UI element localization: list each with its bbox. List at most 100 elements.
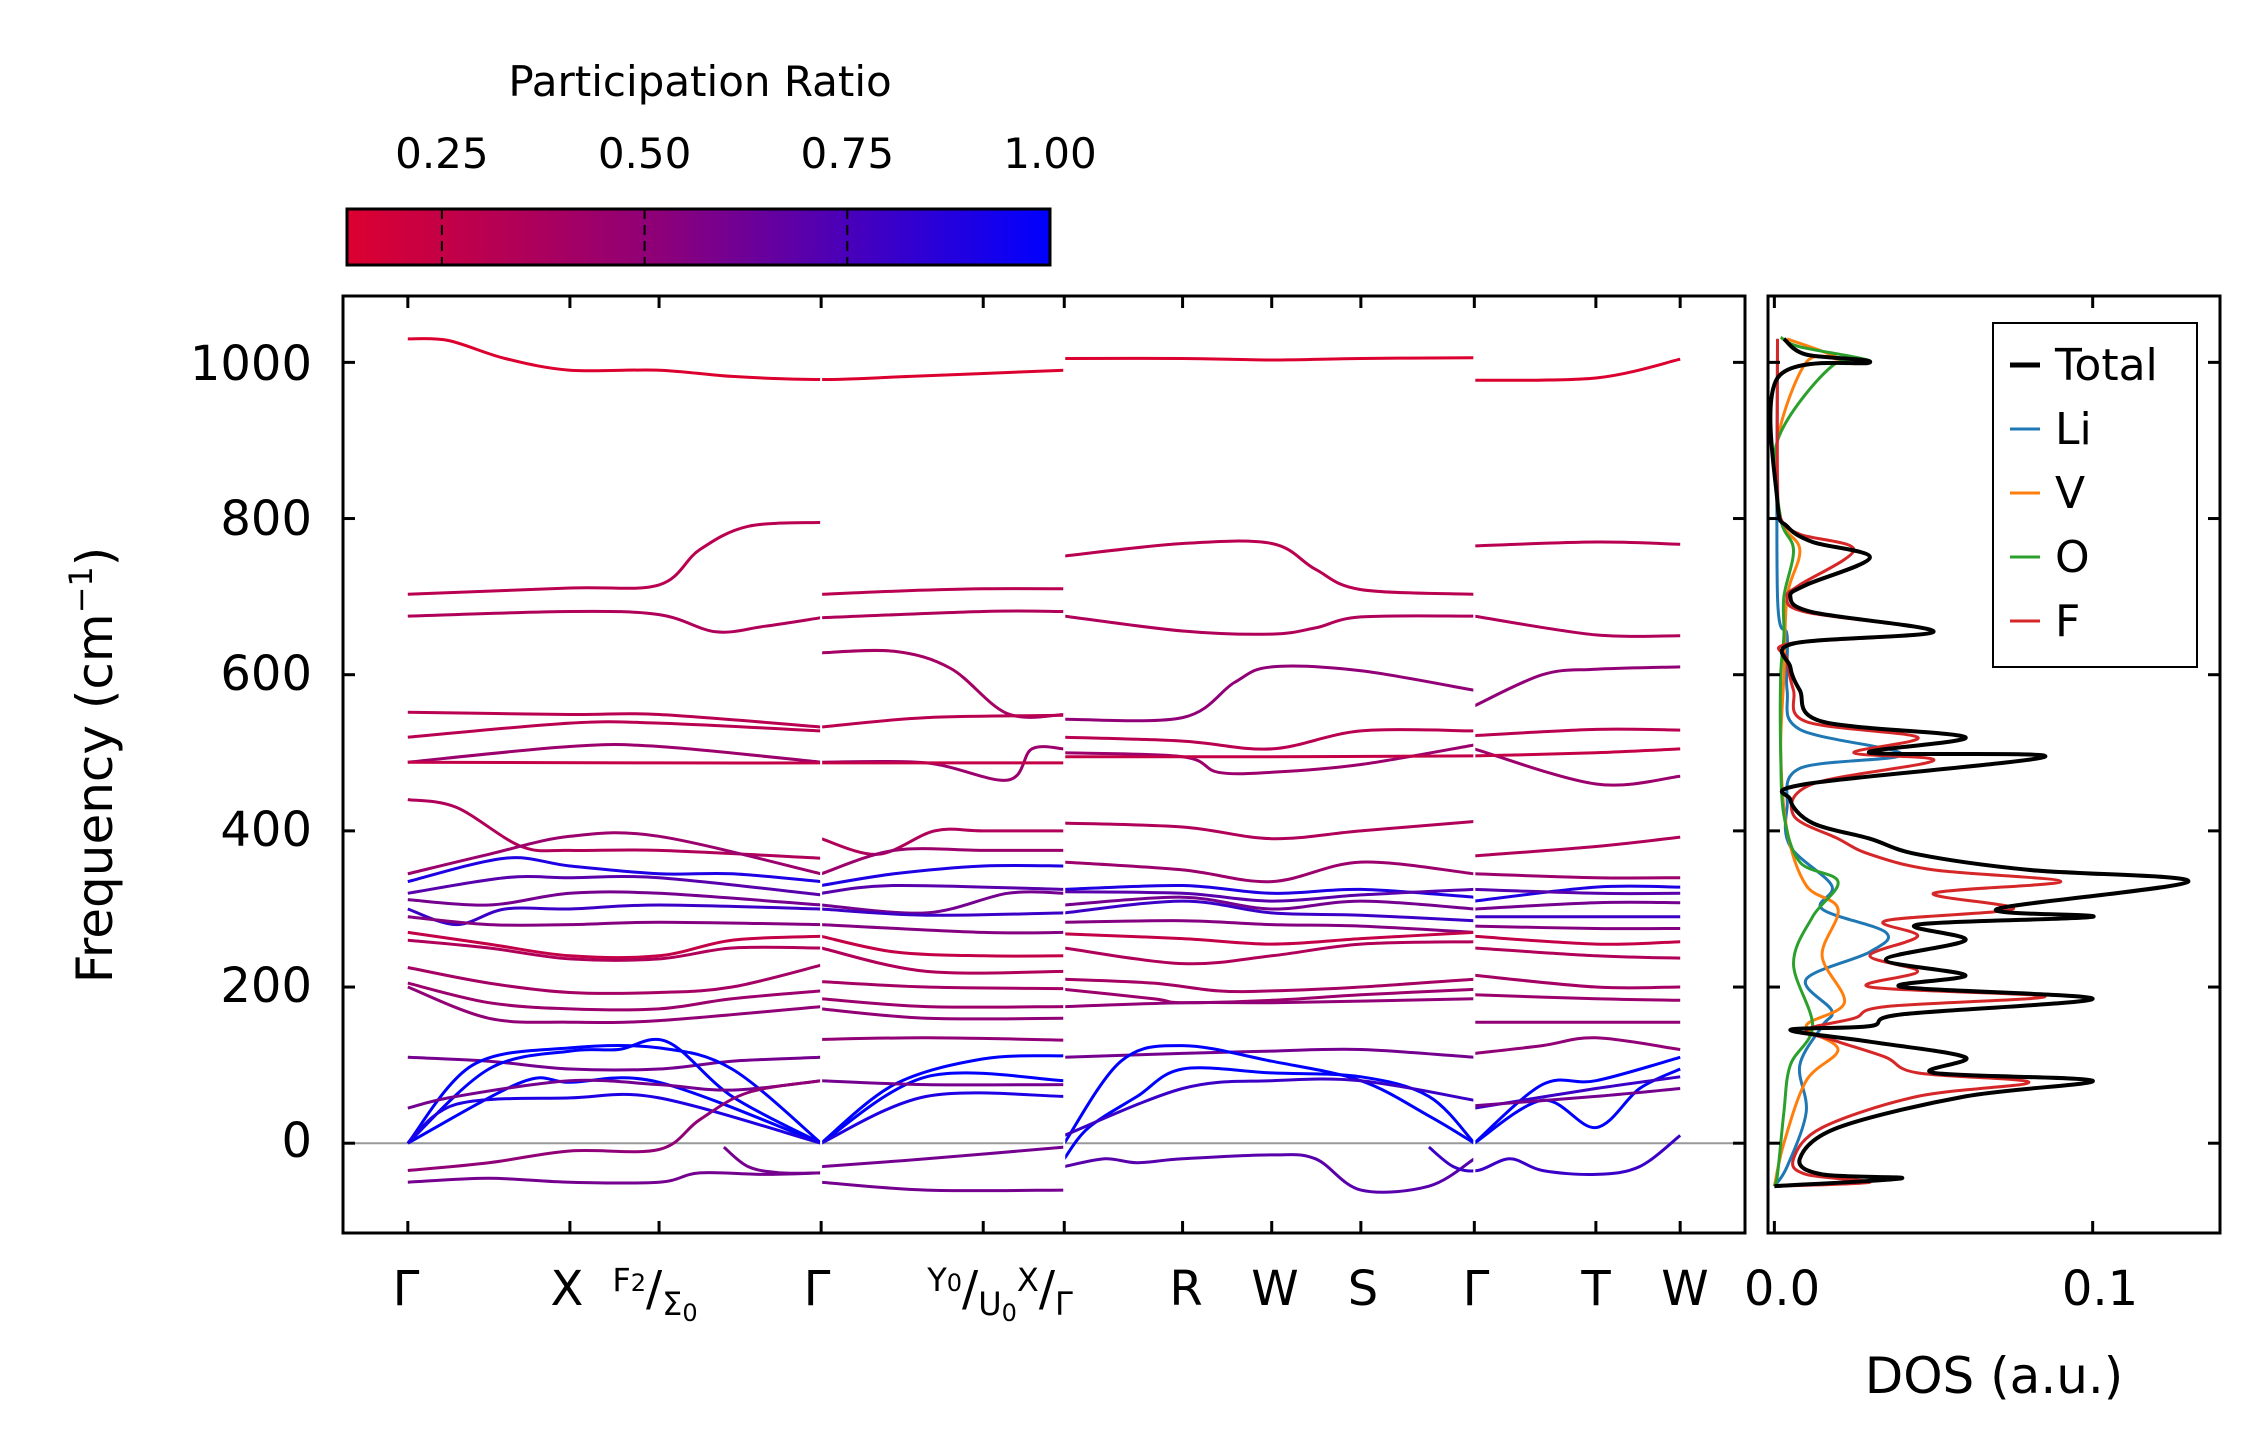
phonon-branch-14 — [407, 710, 822, 729]
kpoint-t: T — [1580, 1261, 1611, 1317]
kpoint-gamma-1: Γ — [393, 1261, 420, 1317]
phonon-branch-77 — [1064, 1047, 1475, 1059]
kpoint-x-1: X — [551, 1261, 584, 1317]
phonon-branch-50 — [407, 915, 822, 927]
phonon-branch-26 — [407, 798, 822, 860]
phonon-branch-39 — [820, 883, 1065, 895]
y-tick-label-200: 200 — [220, 958, 312, 1014]
kpoint-gamma-4: Γ — [1463, 1261, 1490, 1317]
phonon-branch-41 — [1474, 887, 1681, 896]
phonon-branch-83 — [820, 1071, 1065, 1145]
dos-frame — [1766, 294, 2222, 1235]
phonon-branch-23 — [407, 760, 1065, 765]
dos-series-total — [1768, 337, 2191, 1189]
dos-axis-ticks — [1768, 296, 2220, 1233]
phonon-branch-79 — [406, 1037, 822, 1145]
legend: Total Li VOF — [1992, 322, 2198, 668]
phonon-branch-16 — [407, 720, 822, 739]
dos-series-o — [1772, 336, 1872, 1187]
kpoint-w-1: W — [1251, 1261, 1298, 1317]
colorbar-ticks: 0.25 0.50 0.75 1.00 — [395, 129, 1097, 265]
phonon-branch-82 — [820, 1054, 1065, 1145]
phonon-branch-22 — [1473, 747, 1681, 787]
legend-label-total: Total — [2054, 340, 2158, 391]
phonon-branch-24 — [1064, 754, 1475, 759]
phonon-branch-91 — [407, 1078, 822, 1110]
phonon-branch-38 — [407, 874, 822, 897]
phonon-branch-25 — [1474, 747, 1681, 758]
phonon-branch-31 — [820, 847, 1065, 876]
phonon-branch-88 — [1473, 1055, 1681, 1145]
phonon-branch-61 — [1474, 946, 1681, 960]
phonon-branch-85 — [1063, 1044, 1476, 1145]
phonon-branch-2 — [1474, 357, 1681, 382]
phonon-branch-58 — [407, 938, 822, 962]
phonon-branch-72 — [1064, 997, 1475, 1009]
phonon-branch-67 — [820, 997, 1065, 1009]
phonon-branch-84 — [820, 1091, 1065, 1145]
dos-lines — [1768, 336, 2191, 1189]
phonon-branch-54 — [407, 930, 822, 960]
phonon-branch-21 — [1064, 743, 1475, 776]
kpoint-r: R — [1169, 1261, 1202, 1317]
phonon-branch-32 — [1064, 860, 1475, 884]
phonon-branch-10 — [1474, 614, 1681, 639]
phonon-branch-42 — [407, 890, 822, 907]
y-axis-title: Frequency (cm−1) — [62, 547, 124, 984]
y-tick-label-0: 0 — [281, 1113, 312, 1169]
phonon-branch-9 — [1064, 614, 1475, 636]
phonon-branch-52 — [1064, 919, 1475, 934]
phonon-branch-4 — [821, 587, 1065, 596]
colorbar: Participation Ratio 0.25 0.50 0.75 1.00 — [345, 57, 1097, 267]
dos-x-axis-title: DOS (a.u.) — [1865, 1347, 2124, 1405]
branch-lines — [406, 316, 1682, 1213]
phonon-branch-28 — [1064, 820, 1475, 841]
phonon-branch-11 — [821, 648, 1065, 719]
phonon-branch-57 — [1474, 934, 1681, 946]
phonon-branch-60 — [1064, 940, 1475, 966]
phonon-branch-34 — [407, 856, 822, 884]
phonon-branch-55 — [820, 934, 1065, 958]
phonon-branch-65 — [1474, 973, 1681, 990]
phonon-branch-95 — [407, 1171, 822, 1185]
dispersion-frame — [341, 294, 1747, 1235]
phonon-branch-53 — [1474, 924, 1681, 931]
y-tick-label-1000: 1000 — [190, 336, 312, 392]
colorbar-tick-label-0: 0.25 — [395, 129, 489, 178]
phonon-branch-63 — [821, 980, 1065, 991]
kpoint-w-2: W — [1661, 1261, 1708, 1317]
phonon-branch-46 — [407, 903, 822, 927]
kpoint-s: S — [1348, 1261, 1378, 1317]
phonon-branch-81 — [406, 1092, 822, 1145]
phonon-branch-40 — [1064, 887, 1475, 903]
phonon-branch-92 — [821, 1079, 1065, 1087]
phonon-branch-6 — [1474, 540, 1681, 548]
y-tick-labels: 0 200 400 600 800 1000 — [190, 336, 312, 1169]
phonon-branch-35 — [820, 863, 1065, 887]
phonon-branch-17 — [1064, 728, 1475, 751]
phonon-branch-64 — [1064, 977, 1475, 994]
dos-tick-label-0.1: 0.1 — [2062, 1261, 2138, 1317]
x-axis-ticks — [406, 296, 1682, 1233]
phonon-branch-94 — [407, 1079, 822, 1172]
phonon-branch-87 — [1063, 1077, 1475, 1137]
phonon-branch-7 — [407, 609, 822, 634]
phonon-branch-5 — [1064, 539, 1475, 596]
legend-label-o: O — [2055, 532, 2090, 583]
phonon-branch-93 — [1474, 1087, 1681, 1108]
phonon-branch-75 — [1474, 1036, 1681, 1055]
phonon-branch-47 — [821, 907, 1065, 917]
legend-entries: Total Li VOF — [2010, 340, 2158, 647]
phonon-branch-1 — [1064, 356, 1475, 362]
colorbar-gradient — [345, 207, 1052, 267]
phonon-branch-30 — [407, 831, 822, 876]
phonon-branch-97 — [820, 1180, 1065, 1193]
phonon-branch-45 — [1474, 900, 1681, 911]
phonon-branch-33 — [1474, 872, 1681, 880]
phonon-branch-43 — [820, 890, 1065, 915]
phonon-branch-48 — [1064, 899, 1475, 923]
y-tick-label-600: 600 — [220, 646, 312, 702]
phonon-branch-69 — [1474, 993, 1681, 1002]
dos-panel: 0.0 0.1 DOS (a.u.) Total Li VOF — [1744, 294, 2222, 1405]
